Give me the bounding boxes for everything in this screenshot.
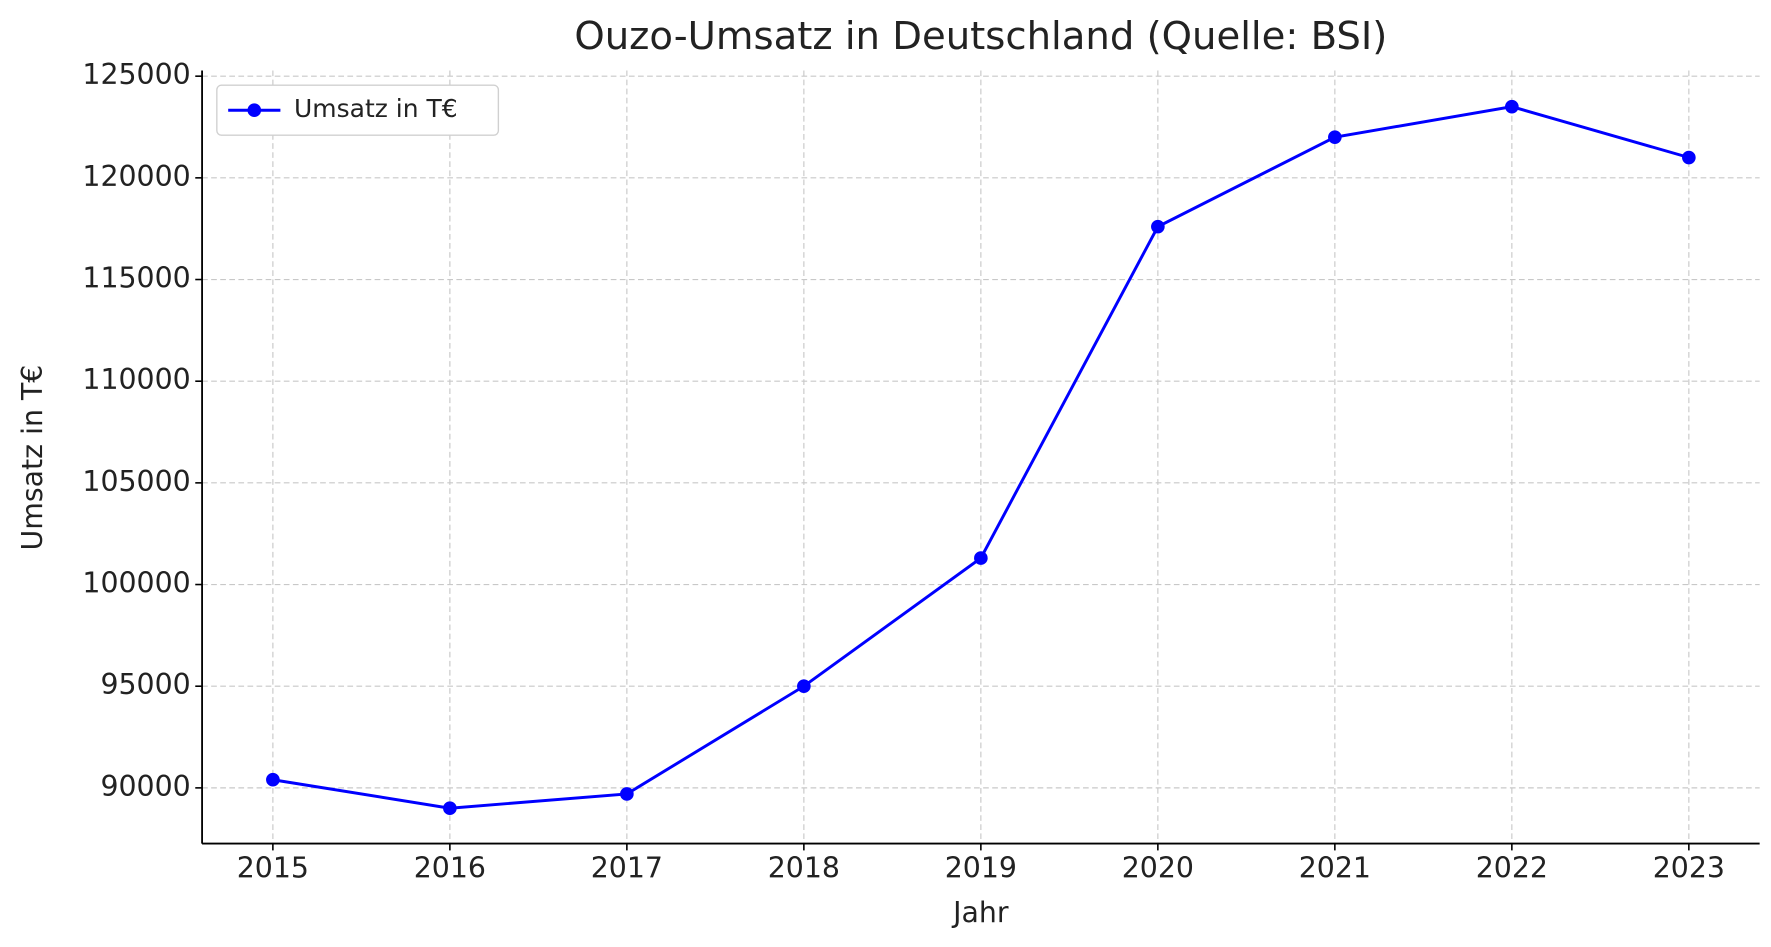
marker	[620, 787, 634, 801]
y-tick-label: 115000	[82, 262, 190, 295]
x-tick-label: 2023	[1653, 852, 1725, 885]
plot	[266, 99, 1696, 816]
y-tick-label: 125000	[82, 58, 190, 91]
y-tick-label: 100000	[82, 567, 190, 600]
x-tick-label: 2016	[414, 852, 486, 885]
y-tick-label: 120000	[82, 160, 190, 193]
y-axis-label: Umsatz in T€	[16, 365, 49, 551]
x-tick-label: 2020	[1122, 852, 1194, 885]
x-tick-label: 2021	[1299, 852, 1371, 885]
marker	[443, 801, 457, 816]
marker	[1328, 130, 1342, 144]
legend-marker	[247, 103, 262, 118]
x-tick-label: 2017	[591, 852, 663, 885]
y-tick-label: 90000	[100, 770, 190, 803]
marker	[266, 772, 280, 787]
marker	[1151, 219, 1165, 234]
y-tick-label: 105000	[82, 465, 190, 498]
x-axis-label: Jahr	[951, 896, 1009, 929]
legend: Umsatz in T€	[216, 84, 500, 136]
x-tick-label: 2022	[1476, 852, 1548, 885]
chart-title: Ouzo-Umsatz in Deutschland (Quelle: BSI)	[574, 14, 1387, 59]
y-tick-label: 95000	[100, 668, 190, 701]
grid	[202, 70, 1760, 844]
y-tick-label: 110000	[82, 363, 190, 396]
marker	[797, 679, 811, 694]
x-tick-label: 2018	[768, 852, 840, 885]
marker	[1505, 99, 1519, 114]
marker	[1682, 150, 1696, 165]
x-tick-label: 2019	[945, 852, 1017, 885]
legend-label: Umsatz in T€	[294, 94, 458, 123]
marker	[974, 551, 988, 565]
legend-box	[216, 84, 500, 136]
x-tick-label: 2015	[237, 852, 309, 885]
